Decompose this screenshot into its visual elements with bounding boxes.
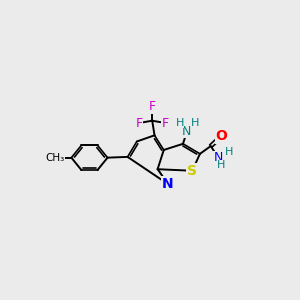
Text: H: H (191, 118, 200, 128)
Text: N: N (182, 125, 191, 138)
Text: N: N (162, 177, 173, 191)
Text: H: H (225, 147, 233, 157)
Text: F: F (148, 100, 156, 113)
Text: O: O (216, 129, 227, 143)
Text: F: F (162, 116, 169, 130)
Text: CH₃: CH₃ (46, 153, 65, 163)
Text: S: S (187, 164, 197, 178)
Text: F: F (136, 116, 143, 130)
Text: H: H (217, 160, 226, 170)
Text: N: N (214, 151, 223, 164)
Text: H: H (176, 118, 184, 128)
